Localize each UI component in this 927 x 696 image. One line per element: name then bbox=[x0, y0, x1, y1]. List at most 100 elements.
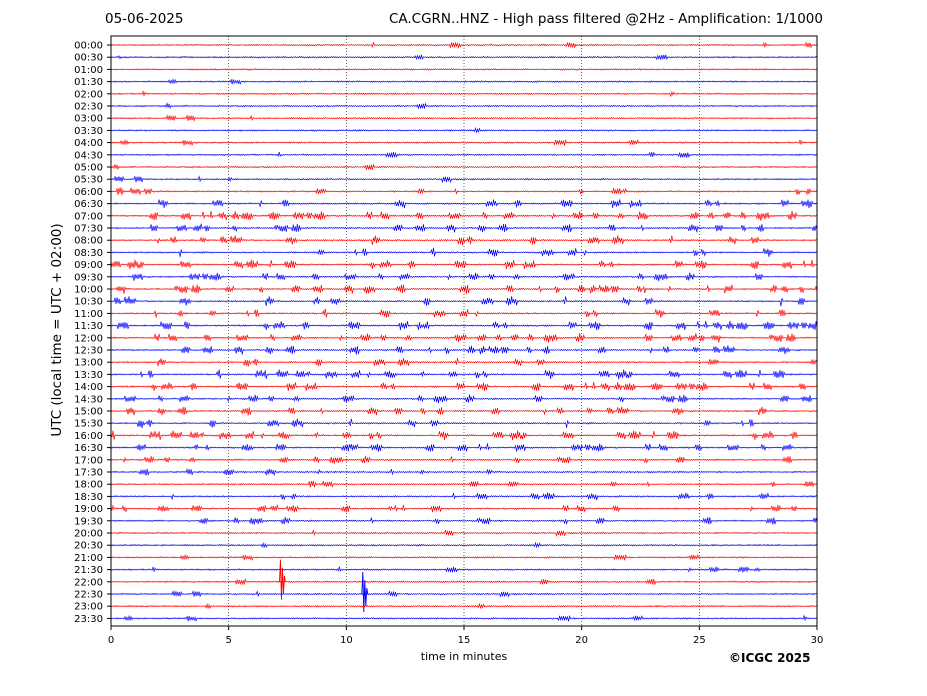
event-spike bbox=[278, 559, 286, 600]
y-tick-label: 06:30 bbox=[74, 199, 103, 210]
y-tick-label: 04:30 bbox=[74, 150, 103, 161]
plot-frame bbox=[110, 35, 818, 627]
trace-0100 bbox=[110, 67, 818, 71]
x-tick-layer: 0 5 10 15 20 25 30 bbox=[108, 626, 824, 646]
trace-1730 bbox=[110, 467, 818, 477]
y-tick-label: 01:00 bbox=[74, 65, 103, 76]
y-tick-label: 23:00 bbox=[74, 602, 103, 613]
trace-2230 bbox=[110, 589, 818, 598]
y-tick-label: 07:30 bbox=[74, 224, 103, 235]
x-tick-label: 10 bbox=[340, 635, 353, 646]
y-tick-label: 14:00 bbox=[74, 382, 103, 393]
y-tick-label: 03:00 bbox=[74, 114, 103, 125]
trace-1330 bbox=[110, 369, 818, 380]
trace-2000 bbox=[110, 529, 818, 537]
y-tick-label: 22:30 bbox=[74, 590, 103, 601]
y-tick-label: 08:30 bbox=[74, 248, 103, 259]
x-tick-label: 0 bbox=[108, 635, 114, 646]
y-tick-label: 13:30 bbox=[74, 370, 103, 381]
trace-1530 bbox=[110, 418, 818, 429]
trace-1130 bbox=[110, 320, 818, 331]
y-tick-label: 10:30 bbox=[74, 297, 103, 308]
trace-1700 bbox=[110, 455, 818, 465]
y-tick-label: 00:30 bbox=[74, 53, 103, 64]
y-tick-label: 18:00 bbox=[74, 480, 103, 491]
trace-0330 bbox=[110, 126, 818, 134]
trace-0630 bbox=[110, 199, 818, 209]
date-title: 05-06-2025 bbox=[105, 11, 184, 27]
x-tick-label: 30 bbox=[811, 635, 824, 646]
trace-1930 bbox=[110, 516, 818, 526]
trace-1300 bbox=[110, 358, 818, 367]
trace-2030 bbox=[110, 541, 818, 549]
y-tick-label: 09:30 bbox=[74, 272, 103, 283]
trace-1630 bbox=[110, 443, 818, 452]
y-tick-label: 12:30 bbox=[74, 346, 103, 357]
y-tick-label: 17:30 bbox=[74, 468, 103, 479]
y-tick-label: 07:00 bbox=[74, 211, 103, 222]
x-tick-label: 20 bbox=[575, 635, 588, 646]
trace-2100 bbox=[110, 553, 818, 561]
y-tick-label: 02:30 bbox=[74, 102, 103, 113]
trace-0930 bbox=[110, 272, 818, 282]
trace-0300 bbox=[110, 114, 818, 123]
y-tick-label: 21:00 bbox=[74, 553, 103, 564]
y-tick-label: 17:00 bbox=[74, 455, 103, 466]
trace-2330 bbox=[110, 614, 818, 622]
trace-0800 bbox=[110, 235, 818, 246]
y-tick-label: 05:00 bbox=[74, 163, 103, 174]
y-tick-label: 23:30 bbox=[74, 614, 103, 625]
y-tick-label: 20:00 bbox=[74, 529, 103, 540]
trace-0200 bbox=[110, 89, 818, 98]
y-tick-label: 22:00 bbox=[74, 577, 103, 588]
trace-0600 bbox=[110, 187, 818, 196]
y-tick-label: 15:30 bbox=[74, 419, 103, 430]
y-tick-label: 11:00 bbox=[74, 309, 103, 320]
y-tick-label: 08:00 bbox=[74, 236, 103, 247]
trace-1100 bbox=[110, 308, 818, 318]
trace-1000 bbox=[110, 284, 818, 294]
y-tick-label: 12:00 bbox=[74, 333, 103, 344]
y-tick-label: 04:00 bbox=[74, 138, 103, 149]
grid-layer bbox=[228, 36, 700, 626]
trace-0530 bbox=[110, 175, 818, 184]
trace-2130 bbox=[110, 566, 818, 573]
trace-1500 bbox=[110, 406, 818, 416]
y-tick-label: 15:00 bbox=[74, 407, 103, 418]
event-spike bbox=[361, 571, 369, 613]
x-tick-label: 25 bbox=[693, 635, 706, 646]
trace-0700 bbox=[110, 210, 818, 221]
trace-0730 bbox=[110, 223, 818, 233]
trace-0500 bbox=[110, 163, 818, 171]
trace-1230 bbox=[110, 345, 818, 355]
y-tick-label: 02:00 bbox=[74, 89, 103, 100]
y-tick-label: 14:30 bbox=[74, 394, 103, 405]
trace-2300 bbox=[110, 602, 818, 610]
trace-1600 bbox=[110, 430, 818, 441]
y-tick-label: 21:30 bbox=[74, 565, 103, 576]
y-tick-label: 19:00 bbox=[74, 504, 103, 515]
y-tick-label: 20:30 bbox=[74, 541, 103, 552]
y-tick-label: 11:30 bbox=[74, 321, 103, 332]
trace-0030 bbox=[110, 54, 818, 61]
copyright-label: ©ICGC 2025 bbox=[729, 651, 811, 665]
trace-1900 bbox=[110, 504, 818, 513]
y-tick-label: 00:00 bbox=[74, 41, 103, 52]
trace-1400 bbox=[110, 382, 818, 392]
y-tick-label: 05:30 bbox=[74, 175, 103, 186]
x-axis-label: time in minutes bbox=[420, 650, 508, 663]
trace-0830 bbox=[110, 247, 818, 258]
trace-2200 bbox=[110, 577, 818, 586]
y-tick-label: 03:30 bbox=[74, 126, 103, 137]
trace-1030 bbox=[110, 296, 818, 307]
y-tick-label: 13:00 bbox=[74, 358, 103, 369]
trace-0900 bbox=[110, 259, 818, 270]
trace-1800 bbox=[110, 480, 818, 488]
trace-layer bbox=[110, 41, 818, 622]
trace-1430 bbox=[110, 394, 818, 404]
trace-0000 bbox=[110, 41, 818, 49]
y-tick-label: 06:00 bbox=[74, 187, 103, 198]
trace-0400 bbox=[110, 138, 818, 147]
